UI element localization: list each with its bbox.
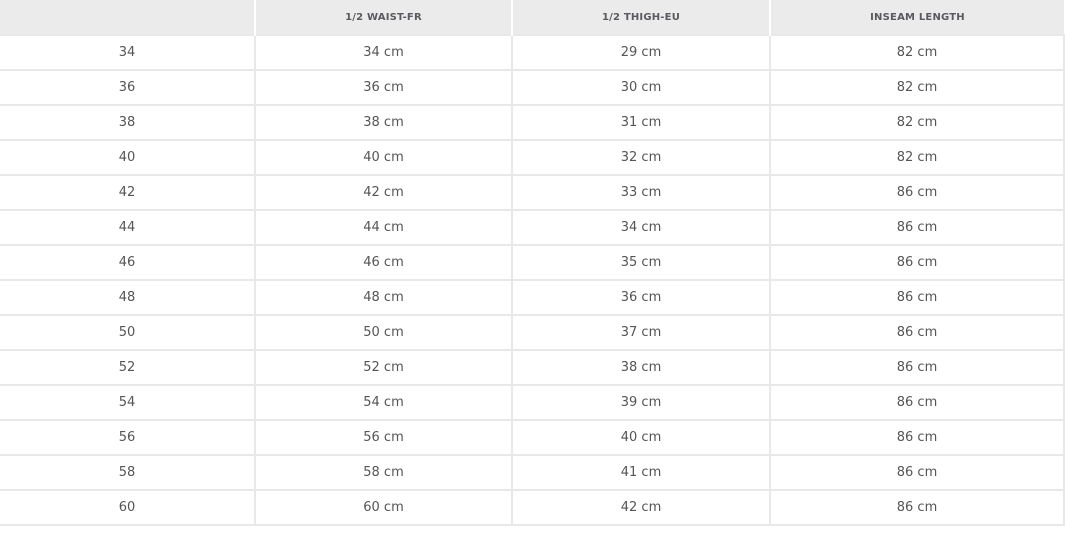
waist-cell: 52 cm: [254, 349, 512, 385]
table-row: 36 36 cm 30 cm 82 cm: [0, 69, 1065, 105]
inseam-cell: 86 cm: [769, 209, 1065, 245]
thigh-cell: 41 cm: [511, 454, 770, 490]
size-chart-table: 1/2 WAIST-FR 1/2 THIGH-EU INSEAM LENGTH …: [0, 0, 1065, 526]
thigh-cell: 29 cm: [511, 34, 770, 70]
inseam-cell: 82 cm: [769, 139, 1065, 175]
waist-cell: 42 cm: [254, 174, 512, 210]
size-cell: 36: [0, 69, 255, 105]
waist-cell: 34 cm: [254, 34, 512, 70]
waist-cell: 46 cm: [254, 244, 512, 280]
table-row: 40 40 cm 32 cm 82 cm: [0, 139, 1065, 175]
waist-cell: 58 cm: [254, 454, 512, 490]
waist-cell: 38 cm: [254, 104, 512, 140]
inseam-cell: 86 cm: [769, 279, 1065, 315]
thigh-cell: 39 cm: [511, 384, 770, 420]
header-waist: 1/2 WAIST-FR: [254, 0, 512, 35]
thigh-cell: 30 cm: [511, 69, 770, 105]
thigh-cell: 33 cm: [511, 174, 770, 210]
waist-cell: 36 cm: [254, 69, 512, 105]
waist-cell: 44 cm: [254, 209, 512, 245]
table-row: 52 52 cm 38 cm 86 cm: [0, 349, 1065, 385]
inseam-cell: 82 cm: [769, 34, 1065, 70]
thigh-cell: 42 cm: [511, 489, 770, 526]
thigh-cell: 36 cm: [511, 279, 770, 315]
size-cell: 40: [0, 139, 255, 175]
inseam-cell: 86 cm: [769, 419, 1065, 455]
inseam-cell: 86 cm: [769, 244, 1065, 280]
table-row: 42 42 cm 33 cm 86 cm: [0, 174, 1065, 210]
thigh-cell: 31 cm: [511, 104, 770, 140]
inseam-cell: 82 cm: [769, 104, 1065, 140]
waist-cell: 56 cm: [254, 419, 512, 455]
header-inseam: INSEAM LENGTH: [769, 0, 1064, 35]
size-cell: 48: [0, 279, 255, 315]
waist-cell: 54 cm: [254, 384, 512, 420]
inseam-cell: 82 cm: [769, 69, 1065, 105]
header-thigh: 1/2 THIGH-EU: [511, 0, 770, 35]
table-row: 46 46 cm 35 cm 86 cm: [0, 244, 1065, 280]
waist-cell: 50 cm: [254, 314, 512, 350]
table-row: 44 44 cm 34 cm 86 cm: [0, 209, 1065, 245]
size-cell: 50: [0, 314, 255, 350]
table-row: 58 58 cm 41 cm 86 cm: [0, 454, 1065, 490]
inseam-cell: 86 cm: [769, 489, 1065, 526]
table-row: 38 38 cm 31 cm 82 cm: [0, 104, 1065, 140]
size-cell: 34: [0, 34, 255, 70]
size-cell: 52: [0, 349, 255, 385]
thigh-cell: 32 cm: [511, 139, 770, 175]
inseam-cell: 86 cm: [769, 174, 1065, 210]
inseam-cell: 86 cm: [769, 349, 1065, 385]
table-row: 34 34 cm 29 cm 82 cm: [0, 34, 1065, 70]
table-row: 50 50 cm 37 cm 86 cm: [0, 314, 1065, 350]
header-size: [0, 0, 255, 35]
waist-cell: 60 cm: [254, 489, 512, 526]
waist-cell: 48 cm: [254, 279, 512, 315]
thigh-cell: 35 cm: [511, 244, 770, 280]
header-row: 1/2 WAIST-FR 1/2 THIGH-EU INSEAM LENGTH: [0, 0, 1064, 35]
table-row: 56 56 cm 40 cm 86 cm: [0, 419, 1065, 455]
size-cell: 58: [0, 454, 255, 490]
table-row: 48 48 cm 36 cm 86 cm: [0, 279, 1065, 315]
table-row: 54 54 cm 39 cm 86 cm: [0, 384, 1065, 420]
size-cell: 46: [0, 244, 255, 280]
size-cell: 38: [0, 104, 255, 140]
table-row: 60 60 cm 42 cm 86 cm: [0, 489, 1065, 526]
size-cell: 60: [0, 489, 255, 526]
size-cell: 56: [0, 419, 255, 455]
thigh-cell: 37 cm: [511, 314, 770, 350]
inseam-cell: 86 cm: [769, 384, 1065, 420]
inseam-cell: 86 cm: [769, 454, 1065, 490]
thigh-cell: 40 cm: [511, 419, 770, 455]
size-cell: 44: [0, 209, 255, 245]
waist-cell: 40 cm: [254, 139, 512, 175]
size-cell: 54: [0, 384, 255, 420]
thigh-cell: 38 cm: [511, 349, 770, 385]
thigh-cell: 34 cm: [511, 209, 770, 245]
size-cell: 42: [0, 174, 255, 210]
inseam-cell: 86 cm: [769, 314, 1065, 350]
